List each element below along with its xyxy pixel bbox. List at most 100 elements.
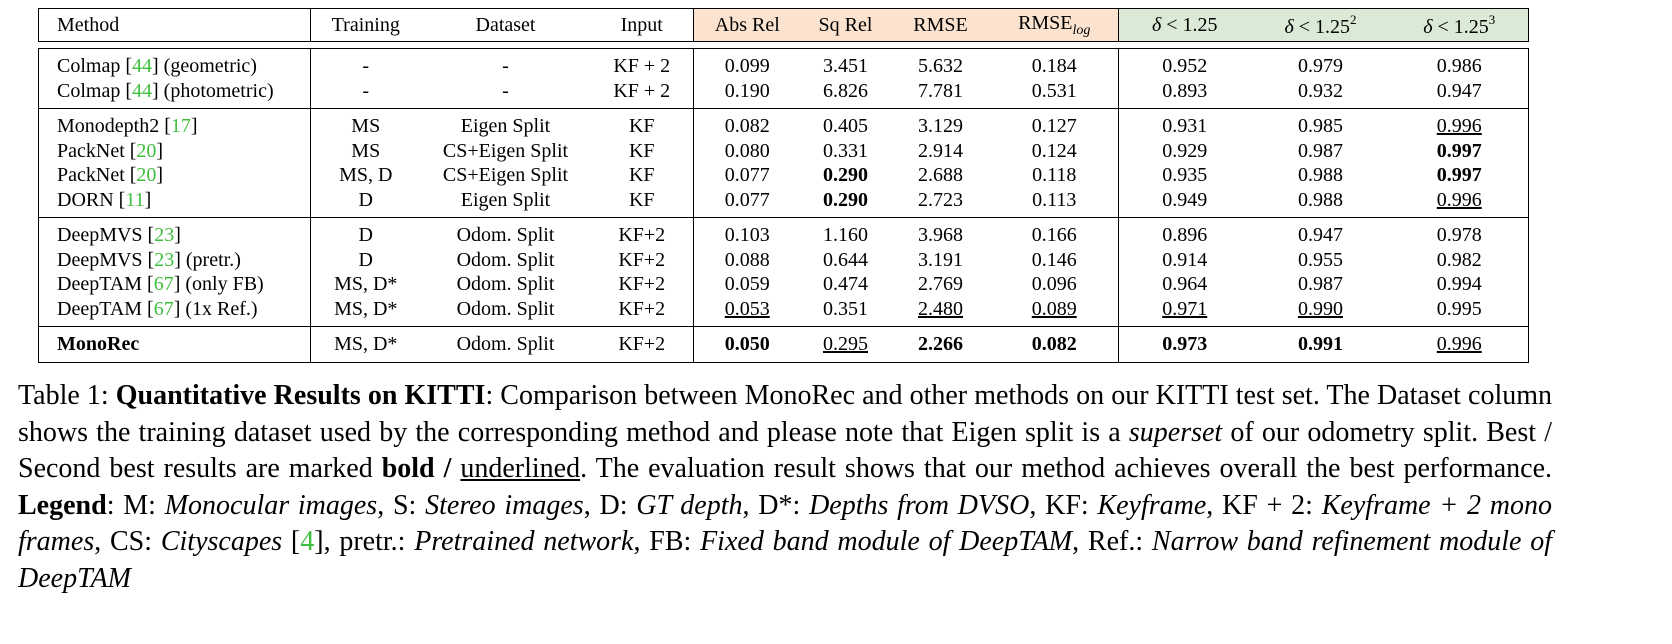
column-header: Input xyxy=(590,8,694,42)
column-header: δ < 1.252 xyxy=(1250,8,1391,42)
cell-text: Odom. Split xyxy=(456,297,555,320)
cell-text: RMSE xyxy=(913,13,968,36)
cell-text: KF+2 xyxy=(618,273,666,296)
cell-text: 0.914 xyxy=(1162,248,1208,271)
cell-text: - xyxy=(362,55,370,78)
caption: Table 1: Quantitative Results on KITTI: … xyxy=(18,378,1552,597)
text-segment: Table 1: xyxy=(18,380,116,411)
text-segment: < 1.25 xyxy=(1432,15,1489,38)
table-cell: D xyxy=(311,248,421,273)
cell-text: 0.949 xyxy=(1162,188,1208,211)
table-cell: 3.129 xyxy=(891,109,991,139)
cell-text: 2.688 xyxy=(918,164,963,187)
text-segment: , S: xyxy=(377,489,426,521)
cell-text: D xyxy=(358,224,373,247)
text-segment: 0.050 xyxy=(724,333,770,356)
cell-text: KF xyxy=(628,164,655,187)
table-cell: 0.995 xyxy=(1391,297,1529,327)
text-segment: superset xyxy=(1128,416,1223,448)
table-row: DeepMVS [23] D Odom. Split KF+2 0.103 1.160 3.… xyxy=(38,217,1529,248)
table-cell: CS+Eigen Split xyxy=(421,163,591,188)
table-cell: 0.124 xyxy=(990,138,1119,163)
cell-text: 0.184 xyxy=(1031,55,1077,78)
cell-text: Input xyxy=(620,13,663,36)
cell-text: 3.129 xyxy=(918,115,963,138)
text-segment: 0.971 xyxy=(1162,297,1208,320)
table-cell: MS, D* xyxy=(311,327,421,363)
row-group: MonoRec MS, D* Odom. Split KF+2 0.050 0.295 2.… xyxy=(38,326,1529,363)
table-header: Method Training Dataset Input Abs Rel Sq Rel R… xyxy=(38,8,1529,42)
text-segment: Keyframe xyxy=(1097,489,1207,521)
table-cell: 0.290 xyxy=(801,188,891,218)
cell-text: 0.088 xyxy=(724,248,770,271)
cell-text: KF + 2 xyxy=(613,79,671,102)
table-row: DORN [11] D Eigen Split KF 0.077 0.290 2.723 0.… xyxy=(38,187,1529,218)
column-header: Method xyxy=(38,8,311,42)
cell-text: 0.987 xyxy=(1298,139,1343,162)
text-segment: ] xyxy=(190,115,198,138)
row-group: Monodepth2 [17] MS Eigen Split KF 0.082 0.405… xyxy=(38,108,1529,218)
table-cell: 0.988 xyxy=(1251,188,1391,218)
table-cell: 0.987 xyxy=(1251,139,1391,164)
cell-text: MS, D* xyxy=(334,333,398,356)
table-cell: 0.474 xyxy=(801,272,891,297)
cell-text: 0.077 xyxy=(724,188,770,211)
text-segment: δ xyxy=(1151,13,1162,36)
table-cell: MS, D xyxy=(311,163,421,188)
table-cell: - xyxy=(421,79,591,109)
table-cell: 1.160 xyxy=(801,218,891,248)
table-cell: 0.994 xyxy=(1391,272,1529,297)
table-cell: KF+2 xyxy=(590,217,694,248)
cell-text: KF xyxy=(628,139,655,162)
cell-text: 0.896 xyxy=(1162,224,1208,247)
table-cell: 0.088 xyxy=(694,248,801,273)
table-cell: 0.997 xyxy=(1391,139,1529,164)
cell-text: 0.080 xyxy=(724,139,770,162)
table-cell: 0.947 xyxy=(1251,218,1391,248)
cell-text: 0.331 xyxy=(823,139,868,162)
cell-text: 7.781 xyxy=(918,79,963,102)
table-cell: KF + 2 xyxy=(590,78,694,109)
method-cell: DeepTAM [67] (1x Ref.) xyxy=(38,296,311,327)
table-cell: 0.990 xyxy=(1251,297,1391,327)
cell-text: CS+Eigen Split xyxy=(442,139,569,162)
cell-text: KF+2 xyxy=(618,224,666,247)
table-cell: 0.997 xyxy=(1391,163,1529,188)
citation: 20 xyxy=(136,164,157,187)
table-cell: 0.931 xyxy=(1119,109,1251,139)
table-cell: MS, D* xyxy=(311,297,421,327)
table-cell: 0.290 xyxy=(801,163,891,188)
cell-text: 0.986 xyxy=(1436,55,1482,78)
method-cell: DeepMVS [23] (pretr.) xyxy=(38,247,311,272)
cell-text: KF xyxy=(628,188,655,211)
text-segment: Cityscapes xyxy=(160,526,283,557)
cell-text: KF + 2 xyxy=(613,55,671,78)
table-cell: 0.351 xyxy=(801,297,891,327)
table-cell: 0.896 xyxy=(1119,218,1251,248)
cell-text: Dataset xyxy=(475,13,536,36)
table-cell: 0.080 xyxy=(694,139,801,164)
table-cell: 0.949 xyxy=(1119,188,1251,218)
text-segment: Quantitative Results on KITTI xyxy=(115,380,486,411)
text-segment: , Ref.: xyxy=(1072,526,1152,557)
table-cell: 0.929 xyxy=(1119,139,1251,164)
table-cell: 0.405 xyxy=(801,109,891,139)
cell-text: MS xyxy=(351,115,381,138)
cell-text: Abs Rel xyxy=(714,13,780,36)
table-cell: Odom. Split xyxy=(421,327,591,363)
table-cell: 6.826 xyxy=(801,79,891,109)
method-cell: DORN [11] xyxy=(38,187,311,218)
text-segment: 0.295 xyxy=(823,333,868,356)
table-cell: KF xyxy=(590,108,694,139)
cell-text: 0.124 xyxy=(1031,139,1077,162)
table-cell: 0.096 xyxy=(990,272,1119,297)
column-header: Dataset xyxy=(421,9,591,42)
text-segment: 0.997 xyxy=(1436,139,1482,162)
table-cell: MS xyxy=(311,109,421,139)
cell-text: KF+2 xyxy=(618,248,666,271)
method-cell: Colmap [44] (geometric) xyxy=(38,48,311,79)
table-cell: 3.451 xyxy=(801,49,891,79)
table-cell: MS xyxy=(311,139,421,164)
table-cell: 2.723 xyxy=(891,188,991,218)
text-segment: , KF: xyxy=(1029,489,1098,521)
